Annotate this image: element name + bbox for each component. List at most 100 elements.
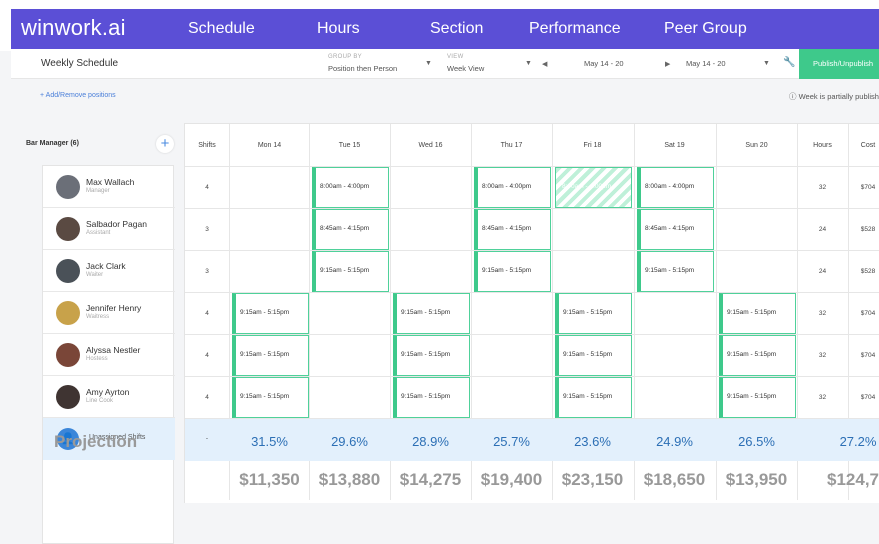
shift-count: 4 [205,184,209,191]
person-role: Waitress [86,314,110,320]
info-icon: ⓘ [789,92,797,101]
shift-block[interactable]: 9:15am - 5:15pm [232,377,309,418]
date-range-end[interactable]: May 14 - 20 [686,59,726,68]
chevron-down-icon[interactable]: ▼ [425,60,432,67]
grid-divider [716,124,717,500]
chevron-down-icon[interactable]: ▼ [763,60,770,67]
shift-block[interactable]: 9:15am - 5:15pm [393,335,470,376]
people-panel: Bar Manager (6) + Max Wallach Manager Salb… [26,123,184,544]
cost-total: $704 [860,394,876,401]
hours-total: 32 [818,394,827,401]
grid-divider [390,124,391,500]
person-name: Jennifer Henry [86,303,142,313]
prev-week-icon[interactable]: ◀ [542,61,548,68]
shift-block[interactable]: 9:15am - 5:15pm [312,251,389,292]
avatar [56,217,80,241]
person-name: Jack Clark [86,261,126,271]
shift-block[interactable]: 8:00am - 4:00pm [474,167,551,208]
nav-bar: winwork.ai Schedule Hours Section Perfor… [11,9,879,49]
person-row[interactable]: Jack Clark Waiter [43,250,175,292]
shift-block-unpublished[interactable]: 8:00am - 4:00pm [555,167,632,208]
grid-divider [185,376,879,377]
grid-divider [185,208,879,209]
brand-logo[interactable]: winwork.ai [21,15,126,40]
shift-block[interactable]: 8:00am - 4:00pm [637,167,714,208]
column-header-day: Tue 15 [338,142,361,149]
shift-time: 9:15am - 5:15pm [320,267,370,274]
shift-block[interactable]: 9:15am - 5:15pm [555,293,632,334]
group-by-caption: GROUP BY [328,54,362,60]
nav-performance[interactable]: Performance [529,20,621,37]
wrench-icon[interactable]: 🔧 [783,57,796,68]
hours-total: 32 [818,352,827,359]
shift-block[interactable]: 9:15am - 5:15pm [555,335,632,376]
shift-block[interactable]: 9:15am - 5:15pm [719,377,796,418]
unassigned-percent: 25.7% [493,434,530,449]
shift-block[interactable]: 9:15am - 5:15pm [637,251,714,292]
person-row[interactable]: Amy Ayrton Line Cook [43,376,175,418]
shift-block[interactable]: 9:15am - 5:15pm [555,377,632,418]
shift-time: 8:45am - 4:15pm [482,225,532,232]
shift-block[interactable]: 9:15am - 5:15pm [393,293,470,334]
view-caption: VIEW [447,54,464,60]
shift-block[interactable]: 9:15am - 5:15pm [719,293,796,334]
grid-divider [185,418,879,419]
unassigned-percent: 31.5% [251,434,288,449]
avatar [56,385,80,409]
next-week-icon[interactable]: ▶ [665,61,671,68]
group-by-select[interactable]: Position then Person [328,64,398,73]
avatar [56,301,80,325]
shift-block[interactable]: 9:15am - 5:15pm [232,335,309,376]
shift-count: 3 [205,268,209,275]
shift-time: 9:15am - 5:15pm [563,393,613,400]
cost-total: $704 [860,184,876,191]
partial-publish-notice: ⓘ Week is partially published [789,91,879,102]
shift-block[interactable]: 8:45am - 4:15pm [312,209,389,250]
hours-total: 32 [818,310,827,317]
person-name: Salbador Pagan [86,219,147,229]
projection-value: $19,400 [480,470,543,489]
shift-count: 3 [205,226,209,233]
partial-publish-text: Week is partially published [798,92,879,101]
shift-time: 9:15am - 5:15pm [482,267,532,274]
cost-total: $704 [860,352,876,359]
schedule-toolbar: Weekly Schedule GROUP BY Position then P… [11,49,879,79]
nav-peer-group[interactable]: Peer Group [664,20,747,37]
shift-time: 9:15am - 5:15pm [645,267,695,274]
view-select[interactable]: Week View [447,64,485,73]
add-person-button[interactable]: + [156,135,174,153]
shift-time: 9:15am - 5:15pm [727,393,777,400]
grid-divider [185,334,879,335]
shift-block[interactable]: 8:00am - 4:00pm [312,167,389,208]
person-row[interactable]: Alyssa Nestler Hostess [43,334,175,376]
nav-section[interactable]: Section [430,20,484,37]
shift-time: 9:15am - 5:15pm [401,393,451,400]
shift-time: 9:15am - 5:15pm [727,351,777,358]
person-role: Manager [86,188,110,194]
shift-block[interactable]: 8:45am - 4:15pm [474,209,551,250]
shift-time: 9:15am - 5:15pm [563,309,613,316]
unassigned-shifts-row[interactable]: 👤 Unassigned Shifts [43,418,175,460]
person-row[interactable]: Salbador Pagan Assistant [43,208,175,250]
shift-block[interactable]: 9:15am - 5:15pm [719,335,796,376]
nav-schedule[interactable]: Schedule [188,20,255,37]
shift-block[interactable]: 9:15am - 5:15pm [393,377,470,418]
shift-block[interactable]: 8:45am - 4:15pm [637,209,714,250]
column-header-day: Sat 19 [664,142,685,149]
cost-total: $704 [860,310,876,317]
add-remove-positions-link[interactable]: + Add/Remove positions [40,92,116,99]
chevron-down-icon[interactable]: ▼ [525,60,532,67]
page-title: Weekly Schedule [41,58,119,69]
shift-block[interactable]: 9:15am - 5:15pm [232,293,309,334]
unassigned-percent: 28.9% [412,434,449,449]
publish-button[interactable]: Publish/Unpublish [799,49,879,79]
person-row[interactable]: Max Wallach Manager [43,166,175,208]
date-range-start[interactable]: May 14 - 20 [584,59,624,68]
shift-block[interactable]: 9:15am - 5:15pm [474,251,551,292]
projection-value: $18,650 [643,470,706,489]
projection-value: $11,350 [239,470,300,489]
person-row[interactable]: Jennifer Henry Waitress [43,292,175,334]
hours-total: 32 [818,184,827,191]
nav-hours[interactable]: Hours [317,20,360,37]
shift-count: 4 [205,310,209,317]
